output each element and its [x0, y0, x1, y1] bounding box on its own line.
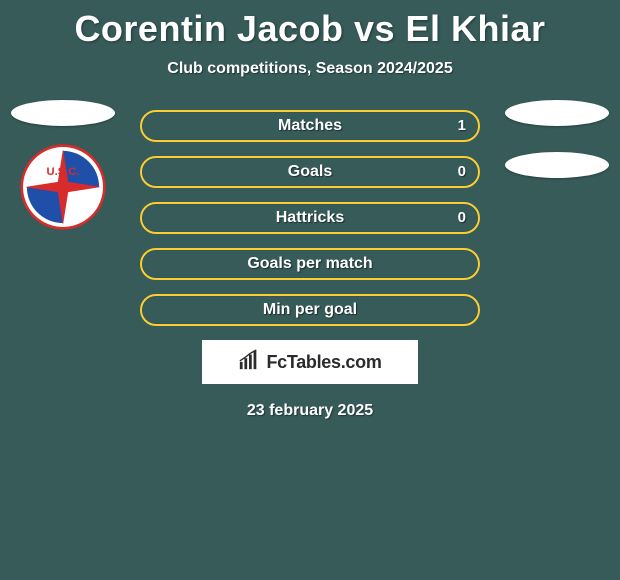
comparison-subtitle: Club competitions, Season 2024/2025	[0, 60, 620, 78]
comparison-container: U.S.C. Matches 1 Goals 0 Hattricks 0	[0, 110, 620, 420]
player-right-column	[502, 100, 612, 196]
comparison-title: Corentin Jacob vs El Khiar	[0, 0, 620, 50]
stat-label: Goals per match	[142, 250, 478, 278]
stat-row-goals: Goals 0	[140, 156, 480, 188]
stat-label: Goals	[142, 158, 478, 186]
stat-label: Hattricks	[142, 204, 478, 232]
chart-icon	[238, 349, 260, 376]
stat-row-matches: Matches 1	[140, 110, 480, 142]
player-right-photo-placeholder	[505, 100, 609, 126]
player-left-club-logo: U.S.C.	[20, 144, 106, 230]
stat-value-right: 1	[458, 112, 466, 140]
stat-value-right: 0	[458, 158, 466, 186]
stat-label: Matches	[142, 112, 478, 140]
player-left-column: U.S.C.	[8, 100, 118, 230]
stat-row-hattricks: Hattricks 0	[140, 202, 480, 234]
stat-row-goals-per-match: Goals per match	[140, 248, 480, 280]
branding-box: FcTables.com	[202, 340, 418, 384]
comparison-date: 23 february 2025	[0, 402, 620, 420]
stat-row-min-per-goal: Min per goal	[140, 294, 480, 326]
svg-text:U.S.C.: U.S.C.	[47, 166, 80, 178]
stat-value-right: 0	[458, 204, 466, 232]
stat-rows: Matches 1 Goals 0 Hattricks 0 Goals per …	[140, 110, 480, 326]
player-right-club-placeholder	[505, 152, 609, 178]
player-left-photo-placeholder	[11, 100, 115, 126]
stat-label: Min per goal	[142, 296, 478, 324]
branding-label: FcTables.com	[266, 352, 381, 373]
